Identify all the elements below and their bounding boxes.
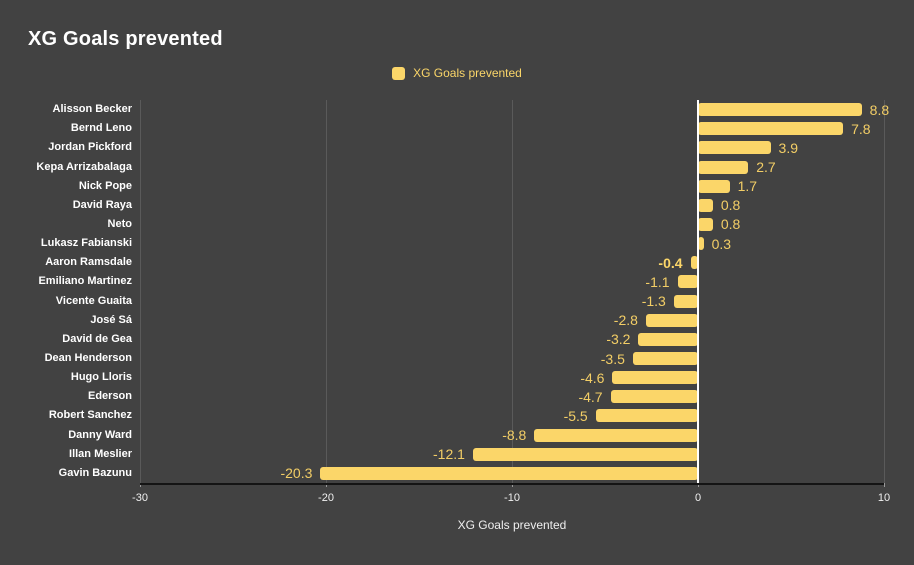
zero-line (697, 100, 699, 484)
bar[interactable] (698, 237, 704, 251)
value-label: -12.1 (433, 446, 465, 463)
bar[interactable] (690, 256, 698, 270)
value-label: 3.9 (778, 139, 798, 156)
category-label: Dean Henderson (44, 352, 132, 365)
x-tick-label: -20 (318, 492, 334, 504)
plot-area: -30 -20 -10 0 10 Alisson Becker 8.8 Bernd Leno 7… (36, 100, 890, 504)
category-label: Kepa Arrizabalaga (36, 160, 132, 173)
bar[interactable] (698, 103, 862, 117)
gridline (512, 100, 513, 483)
value-label: 7.8 (851, 120, 871, 137)
value-label: -1.3 (641, 293, 666, 310)
category-label: Robert Sanchez (48, 409, 132, 422)
category-label: Jordan Pickford (48, 141, 132, 154)
category-label: Gavin Bazunu (58, 466, 132, 479)
x-tick-label: 10 (877, 492, 891, 504)
category-label: David Raya (72, 198, 132, 211)
legend[interactable]: XG Goals prevented (0, 66, 914, 80)
axis-tick (512, 483, 513, 487)
value-label: -3.5 (600, 350, 625, 367)
x-tick-label: 0 (694, 492, 702, 504)
bar[interactable] (677, 275, 698, 289)
bar[interactable] (673, 294, 698, 308)
x-axis-line (140, 483, 884, 485)
bar[interactable] (698, 198, 713, 212)
value-label: 0.8 (720, 216, 741, 233)
category-label: Nick Pope (78, 179, 132, 192)
legend-swatch-icon (392, 66, 406, 80)
category-label: David de Gea (62, 332, 132, 345)
category-label: Danny Ward (68, 428, 132, 441)
category-label: Ederson (87, 390, 132, 403)
category-label: Lukasz Fabianski (40, 237, 132, 250)
axis-tick (140, 483, 141, 487)
bar[interactable] (698, 217, 713, 231)
bar[interactable] (698, 122, 844, 136)
value-label: -1.1 (645, 273, 670, 290)
value-label: -8.8 (502, 427, 527, 444)
gridline (326, 100, 327, 483)
category-label: Vicente Guaita (55, 294, 132, 307)
value-label: -4.6 (580, 369, 605, 386)
bar[interactable] (472, 447, 698, 461)
category-label: Bernd Leno (70, 122, 132, 135)
value-label: -20.3 (280, 465, 313, 482)
value-label: -0.4 (658, 254, 683, 271)
bar[interactable] (698, 141, 771, 155)
axis-tick (884, 483, 885, 487)
value-label: -3.2 (606, 331, 631, 348)
value-label: 8.8 (869, 101, 890, 118)
category-label: Illan Meslier (69, 447, 132, 460)
gridline (140, 100, 141, 483)
value-label: -5.5 (563, 407, 588, 424)
x-tick-label: -10 (504, 492, 520, 504)
bar[interactable] (610, 390, 698, 404)
category-label: Alisson Becker (52, 103, 132, 116)
bar[interactable] (698, 179, 730, 193)
x-tick-label: -30 (132, 492, 148, 504)
category-label: Emiliano Martinez (38, 275, 132, 288)
category-label: Neto (107, 217, 132, 230)
category-label: Hugo Lloris (70, 371, 132, 384)
bar[interactable] (534, 428, 698, 442)
bar[interactable] (595, 409, 698, 423)
axis-tick (698, 483, 699, 487)
gridline (884, 100, 885, 483)
bar[interactable] (632, 352, 698, 366)
bar[interactable] (320, 466, 698, 480)
value-label: 2.7 (756, 159, 776, 176)
value-label: 0.8 (720, 197, 741, 214)
bar[interactable] (638, 332, 698, 346)
category-label: Aaron Ramsdale (45, 256, 132, 269)
value-label: 1.7 (737, 178, 758, 195)
chart-title: XG Goals prevented (28, 28, 223, 50)
bar[interactable] (645, 313, 698, 327)
value-label: -2.8 (613, 312, 638, 329)
axis-tick (326, 483, 327, 487)
value-label: 0.3 (711, 235, 732, 252)
bar[interactable] (612, 371, 698, 385)
x-axis-title: XG Goals prevented (457, 518, 567, 532)
value-label: -4.7 (578, 388, 603, 405)
category-label: José Sá (90, 313, 132, 326)
bar[interactable] (698, 160, 749, 174)
legend-label: XG Goals prevented (413, 66, 522, 80)
